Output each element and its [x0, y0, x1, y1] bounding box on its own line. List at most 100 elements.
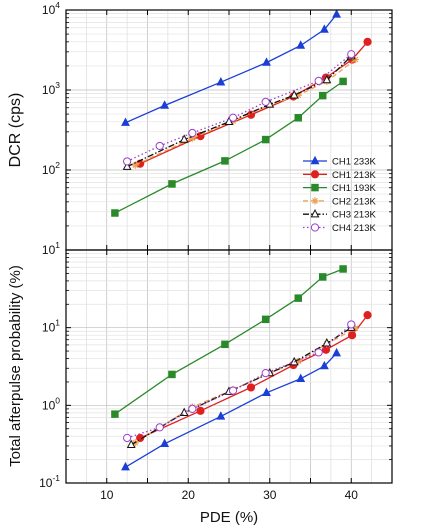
series-line — [125, 13, 338, 124]
y-axis-label: Total afterpulse probability (%) — [7, 265, 24, 467]
x-tick-label: 40 — [345, 488, 359, 502]
data-point — [126, 439, 136, 449]
x-tick-label: 20 — [182, 488, 196, 502]
data-point — [289, 90, 299, 99]
data-point — [123, 157, 132, 166]
data-point — [246, 383, 256, 392]
y-tick-label: 10-1 — [39, 473, 60, 490]
data-point — [216, 411, 226, 420]
data-point — [314, 76, 323, 85]
data-point — [363, 37, 372, 46]
legend-marker — [311, 183, 319, 192]
series-ch1-233k — [121, 347, 342, 471]
legend-marker — [310, 208, 320, 218]
data-point — [261, 135, 270, 144]
data-point — [261, 97, 270, 106]
y-tick-label: 100 — [42, 395, 60, 412]
legend-label: CH2 213K — [332, 196, 376, 207]
data-point — [318, 91, 327, 100]
series-line — [126, 324, 352, 439]
y-tick-label: 104 — [42, 0, 60, 17]
data-point — [294, 91, 302, 99]
series-ch1-233k — [121, 9, 342, 126]
data-point — [296, 373, 306, 382]
data-point — [122, 161, 132, 170]
data-point — [123, 433, 132, 443]
legend-label: CH1 233K — [332, 157, 376, 168]
data-point — [155, 423, 164, 432]
x-tick-label: 10 — [100, 488, 114, 502]
legend-label: CH3 213K — [332, 210, 376, 221]
legend: CH1 233K CH1 213K CH1 193K CH2 213K CH3 213K… — [303, 155, 376, 234]
data-point — [228, 386, 238, 395]
data-point — [121, 461, 130, 471]
series-ch3-213k — [122, 50, 356, 170]
data-point — [160, 438, 170, 447]
data-point — [332, 9, 342, 18]
afterpulse-chart: 10-1 100 101 10 20 30 40 Total afterpulse proba… — [7, 249, 393, 526]
data-point — [121, 117, 130, 126]
y-tick-label: 101 — [42, 318, 60, 335]
data-point — [262, 57, 271, 66]
data-point — [347, 320, 356, 329]
y-tick-label: 103 — [42, 80, 60, 97]
x-tick-label: 30 — [263, 488, 277, 502]
legend-item-ch3-213k: CH3 213K — [303, 208, 376, 221]
data-point — [221, 157, 229, 165]
data-point — [111, 410, 119, 418]
legend-item-ch1-213k: CH1 213K — [303, 170, 376, 181]
y-tick-label: 102 — [42, 160, 60, 177]
data-point — [363, 311, 372, 320]
data-point — [131, 161, 139, 169]
legend-item-ch4-213k: CH4 213K — [303, 223, 376, 234]
data-point — [339, 265, 347, 273]
afterpulse-grid — [66, 250, 392, 483]
legend-item-ch1-193k: CH1 193K — [303, 183, 376, 194]
y-tick-label: 101 — [42, 240, 60, 257]
data-point — [168, 370, 176, 379]
legend-marker — [311, 197, 319, 205]
data-point — [294, 357, 302, 365]
series-line — [126, 55, 352, 168]
data-point — [188, 404, 197, 413]
y-axis-label: DCR (cps) — [7, 93, 24, 168]
data-point — [168, 180, 176, 188]
series-line — [125, 352, 338, 468]
data-point — [322, 74, 332, 84]
legend-label: CH1 213K — [332, 170, 376, 181]
data-point — [155, 141, 164, 151]
series-ch1-193k — [111, 265, 347, 418]
data-point — [261, 315, 270, 324]
data-point — [314, 348, 323, 357]
data-point — [319, 24, 329, 33]
legend-marker — [310, 155, 320, 165]
data-point — [332, 347, 342, 357]
data-point — [261, 369, 270, 378]
data-point — [351, 324, 359, 332]
data-point — [228, 113, 238, 122]
x-axis-label: PDE (%) — [200, 509, 258, 526]
data-point — [351, 55, 359, 64]
data-point — [188, 134, 196, 142]
legend-marker — [310, 170, 320, 179]
legend-item-ch1-233k: CH1 233K — [303, 155, 376, 168]
data-point — [347, 331, 357, 340]
data-point — [318, 273, 327, 281]
series-ch1-193k — [111, 77, 347, 217]
legend-marker — [310, 223, 320, 232]
data-point — [188, 128, 197, 138]
data-point — [196, 406, 205, 415]
data-point — [347, 50, 356, 59]
afterpulse-frame — [65, 249, 393, 484]
series-ch4-213k — [123, 50, 356, 166]
legend-label: CH1 193K — [332, 183, 376, 194]
data-point — [111, 209, 119, 217]
data-point — [221, 340, 229, 349]
data-point — [321, 345, 331, 354]
dcr-grid — [66, 10, 392, 250]
series-ch4-213k — [123, 320, 356, 443]
data-point — [294, 294, 303, 302]
data-point — [319, 360, 329, 370]
